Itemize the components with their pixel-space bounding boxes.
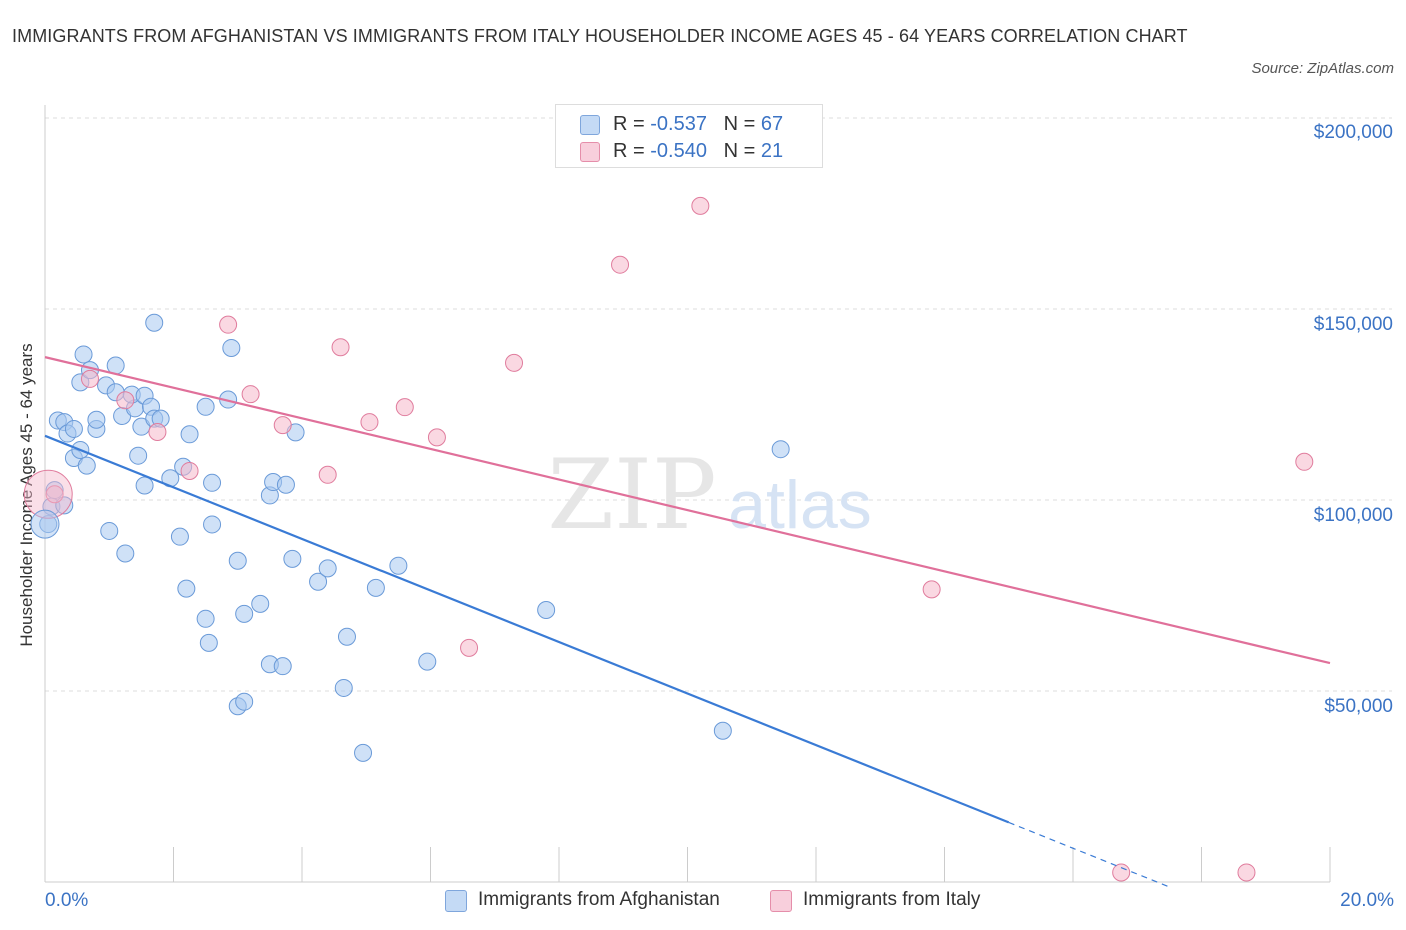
bottom-legend-label-italy: Immigrants from Italy <box>803 889 981 910</box>
n-label: N = <box>723 140 756 162</box>
legend-swatch-afghanistan <box>580 115 600 135</box>
point-italy-20 <box>1295 452 1314 471</box>
chart-title: IMMIGRANTS FROM AFGHANISTAN VS IMMIGRANT… <box>12 26 1188 46</box>
bottom-legend-label-afghanistan: Immigrants from Afghanistan <box>478 889 720 910</box>
point-italy-18 <box>1112 863 1131 882</box>
point-afghanistan-44 <box>228 551 247 570</box>
point-italy-4 <box>180 461 199 480</box>
point-afghanistan-49 <box>235 692 254 711</box>
r-label: R = <box>613 140 645 162</box>
x-tick-max: 20.0% <box>1340 890 1394 911</box>
trend-line-afghanistan-extension <box>1008 821 1170 888</box>
r-value: -0.537 <box>650 113 707 135</box>
source-label: Source: ZipAtlas.com <box>1251 60 1394 77</box>
point-afghanistan-45 <box>235 604 254 623</box>
point-afghanistan-37 <box>203 515 222 534</box>
point-afghanistan-65 <box>713 721 732 740</box>
point-italy-16 <box>691 196 710 215</box>
point-italy-10 <box>360 413 379 432</box>
bottom-legend-swatch-afghanistan <box>445 890 467 912</box>
point-afghanistan-58 <box>334 678 353 697</box>
point-afghanistan-61 <box>366 578 385 597</box>
point-afghanistan-53 <box>273 657 292 676</box>
point-italy-2 <box>116 391 135 410</box>
point-italy-5 <box>219 315 238 334</box>
point-italy-8 <box>318 465 337 484</box>
point-italy-14 <box>505 353 524 372</box>
point-italy-17 <box>922 580 941 599</box>
point-afghanistan-39 <box>177 579 196 598</box>
point-afghanistan-46 <box>251 594 270 613</box>
n-value: 67 <box>760 113 784 135</box>
trend-lines <box>44 356 1331 888</box>
point-italy-11 <box>395 398 414 417</box>
point-afghanistan-41 <box>199 633 218 652</box>
point-afghanistan-43 <box>222 338 241 357</box>
point-afghanistan-56 <box>309 572 328 591</box>
point-afghanistan-60 <box>354 743 373 762</box>
point-afghanistan-36 <box>203 473 222 492</box>
x-tick-min: 0.0% <box>45 890 89 911</box>
point-afghanistan-15 <box>87 410 106 429</box>
point-afghanistan-63 <box>418 652 437 671</box>
point-afghanistan-28 <box>145 313 164 332</box>
point-afghanistan-64 <box>537 601 556 620</box>
trend-line-afghanistan <box>44 434 1010 824</box>
point-afghanistan-12 <box>74 345 93 364</box>
point-afghanistan-large <box>30 509 60 539</box>
bottom-legend-swatch-italy <box>770 890 792 912</box>
y-tick-100000: $100,000 <box>1313 505 1393 526</box>
trend-line-italy <box>44 356 1331 665</box>
y-tick-50000: $50,000 <box>1324 696 1393 717</box>
point-italy-0 <box>45 485 64 504</box>
point-italy-9 <box>331 338 350 357</box>
point-afghanistan-35 <box>196 397 215 416</box>
point-afghanistan-62 <box>389 556 408 575</box>
point-afghanistan-31 <box>116 544 135 563</box>
axes <box>44 105 1331 883</box>
y-tick-200000: $200,000 <box>1313 122 1393 143</box>
point-afghanistan-66 <box>771 440 790 459</box>
point-italy-3 <box>148 423 167 442</box>
legend-swatch-italy <box>580 142 600 162</box>
point-afghanistan-10 <box>77 456 96 475</box>
watermark-zip: ZIP <box>547 439 716 551</box>
data-points <box>23 196 1314 882</box>
point-afghanistan-34 <box>180 425 199 444</box>
point-italy-12 <box>427 428 446 447</box>
n-label: N = <box>723 113 756 135</box>
legend-text-italy: R = -0.540 N = 21 <box>613 140 783 163</box>
n-value: 21 <box>760 140 784 162</box>
r-value: -0.540 <box>650 140 707 162</box>
point-afghanistan-16 <box>100 521 119 540</box>
point-afghanistan-30 <box>135 476 154 495</box>
point-italy-7 <box>273 416 292 435</box>
point-italy-1 <box>80 369 99 388</box>
y-tick-150000: $150,000 <box>1313 314 1393 335</box>
legend-text-afghanistan: R = -0.537 N = 67 <box>613 113 783 136</box>
r-label: R = <box>613 113 645 135</box>
point-italy-6 <box>241 385 260 404</box>
watermark: ZIP atlas <box>547 439 871 551</box>
point-afghanistan-23 <box>132 417 151 436</box>
point-afghanistan-38 <box>170 527 189 546</box>
point-italy-19 <box>1237 863 1256 882</box>
watermark-atlas: atlas <box>728 467 872 543</box>
point-afghanistan-7 <box>64 419 83 438</box>
point-afghanistan-29 <box>129 446 148 465</box>
point-afghanistan-54 <box>283 549 302 568</box>
point-afghanistan-57 <box>318 559 337 578</box>
point-italy-13 <box>460 638 479 657</box>
point-afghanistan-52 <box>276 475 295 494</box>
point-afghanistan-59 <box>337 627 356 646</box>
point-italy-15 <box>611 255 630 274</box>
point-afghanistan-40 <box>196 609 215 628</box>
correlation-legend: R = -0.537 N = 67 R = -0.540 N = 21 <box>555 104 823 168</box>
